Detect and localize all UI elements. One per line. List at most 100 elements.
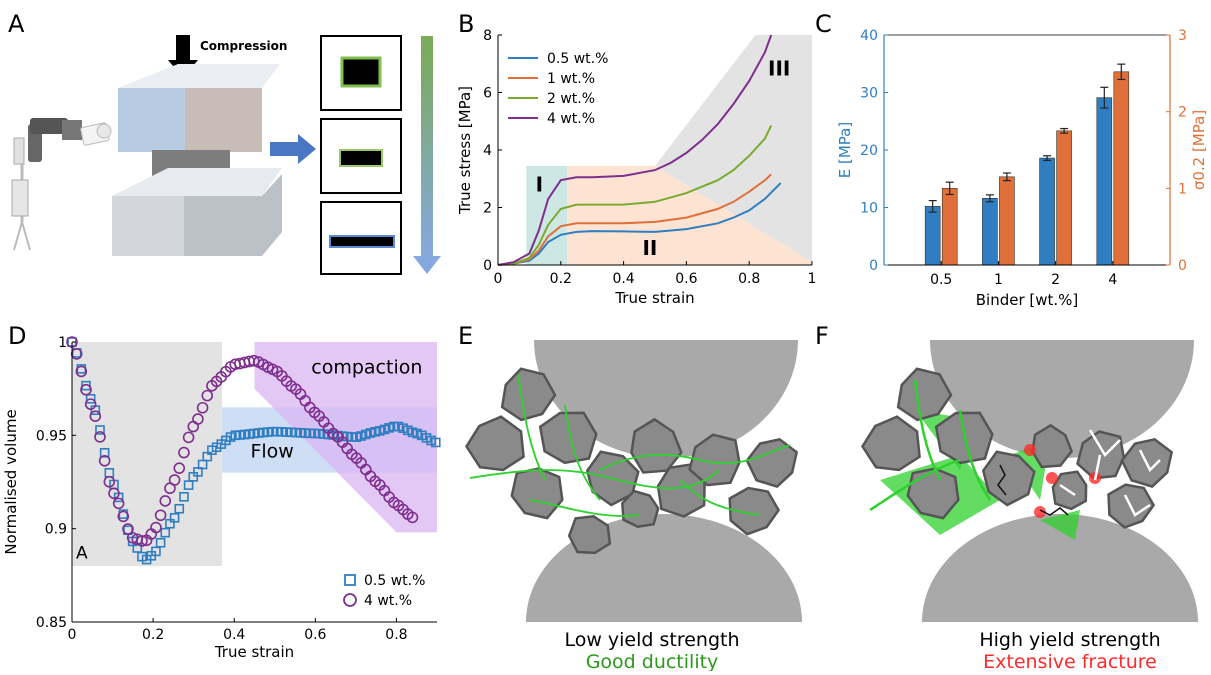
crack: [1123, 494, 1151, 517]
y-tick-label: 0: [869, 258, 878, 274]
legend-label: 0.5 wt.%: [547, 51, 608, 67]
x-axis-label: True strain: [214, 643, 294, 661]
caption-yield: High yield strength: [979, 629, 1160, 651]
particle-cluster: [465, 367, 799, 555]
legend-label: 1 wt.%: [547, 71, 595, 87]
ductile-path: [564, 404, 601, 501]
x-tick-label: 1: [994, 272, 1003, 288]
data-point: [192, 413, 204, 425]
panel-label-f: F: [815, 322, 829, 350]
region-label: III: [768, 56, 790, 80]
y-tick-label: 4: [483, 143, 492, 159]
bar: [1056, 130, 1072, 266]
fracture-spot: [1046, 472, 1058, 484]
legend-label: 2 wt.%: [547, 91, 595, 107]
legend-label: 0.5 wt.%: [364, 573, 425, 589]
data-point: [174, 503, 185, 514]
x-tick-label: 0.8: [738, 271, 760, 287]
ductile-path: [469, 469, 721, 490]
legend: 0.5 wt.% 4 wt.%: [343, 573, 425, 609]
x-tick-label: 0.4: [612, 271, 634, 287]
ductile-path: [958, 409, 992, 501]
panel-label-c: C: [815, 10, 832, 38]
lower-indenter: [922, 514, 1198, 622]
panel-e: E Low yield strength Good ductility: [458, 322, 802, 673]
data-point: [103, 475, 116, 488]
y-tick-label-right: 1: [1178, 181, 1187, 197]
data-point: [75, 365, 88, 378]
y-tick-label: 8: [483, 28, 492, 44]
region-label: compaction: [311, 357, 422, 379]
particle: [906, 467, 960, 520]
data-point: [173, 462, 186, 474]
crack: [1138, 449, 1161, 473]
y-axis-label-left: E [MPa]: [836, 122, 854, 178]
data-point: [89, 410, 102, 422]
legend-swatch: [343, 593, 357, 607]
fracture-spot: [1024, 444, 1036, 456]
x-tick-label: 0.6: [675, 271, 697, 287]
data-point: [95, 425, 105, 435]
data-point: [80, 383, 92, 396]
progress-gradient-arrow-icon: [413, 36, 441, 274]
ductile-path: [679, 479, 761, 516]
data-point: [168, 474, 181, 486]
x-tick-label: 4: [1108, 272, 1117, 288]
bar: [1113, 71, 1130, 266]
data-point: [112, 497, 125, 510]
compression-label: Compression: [200, 39, 287, 53]
particle: [621, 489, 660, 528]
legend-label: 4 wt.%: [547, 111, 595, 127]
series-line: [497, 173, 772, 266]
data-point: [196, 401, 209, 414]
bars: [924, 63, 1130, 266]
binder-region: [1040, 510, 1080, 540]
panel-label-e: E: [458, 322, 473, 350]
legend-swatch: [344, 574, 356, 586]
panel-a: A Compression: [8, 10, 441, 275]
data-point: [179, 491, 189, 502]
data-point: [406, 511, 419, 524]
upper-platen: [118, 64, 280, 152]
x-tick-label: 0.2: [550, 271, 572, 287]
volume-chart: D A Flow compaction 0 0.2 0.4 0.6 0.8 0.85 0.9 0.…: [2, 322, 441, 661]
particle: [896, 367, 953, 422]
y-tick-label: 20: [860, 143, 878, 159]
deformation-stage-2: [320, 118, 402, 194]
ductile-path: [913, 379, 942, 481]
data-point: [178, 446, 190, 459]
series-line: [497, 125, 773, 266]
caption-ductility: Good ductility: [586, 651, 719, 671]
bar: [924, 206, 941, 266]
y-tick-label: 30: [860, 86, 878, 102]
x-tick-label: 1: [808, 271, 817, 287]
y-axis-label-right: σ0.2 [MPa]: [1190, 110, 1208, 190]
x-tick-label: 0: [68, 627, 77, 643]
data-point: [201, 389, 214, 402]
region-label: II: [642, 236, 657, 260]
legend: 0.5 wt.% 1 wt.% 2 wt.% 4 wt.%: [508, 51, 608, 127]
region-a: [72, 342, 223, 566]
data-point: [85, 394, 96, 404]
y-tick-label: 0.9: [45, 522, 67, 538]
panel-label-b: B: [458, 10, 474, 38]
x-tick-label: 0.6: [304, 627, 326, 643]
series-lines: [497, 34, 782, 266]
bar: [999, 176, 1015, 266]
particle: [688, 433, 741, 487]
panel-label-a: A: [8, 10, 25, 38]
region-iii: [655, 35, 812, 263]
panel-label-d: D: [8, 322, 26, 350]
x-axis-label: True strain: [614, 289, 694, 307]
data-point: [84, 398, 97, 410]
panel-f: F High yield strength Extensive fracture: [815, 322, 1198, 673]
y-tick-label-right: 3: [1178, 28, 1187, 44]
data-point: [122, 523, 134, 535]
caption-fracture: Extensive fracture: [983, 651, 1157, 671]
region-i: [526, 165, 568, 265]
data-point: [430, 437, 441, 448]
data-point: [94, 431, 106, 443]
particle: [510, 467, 564, 520]
